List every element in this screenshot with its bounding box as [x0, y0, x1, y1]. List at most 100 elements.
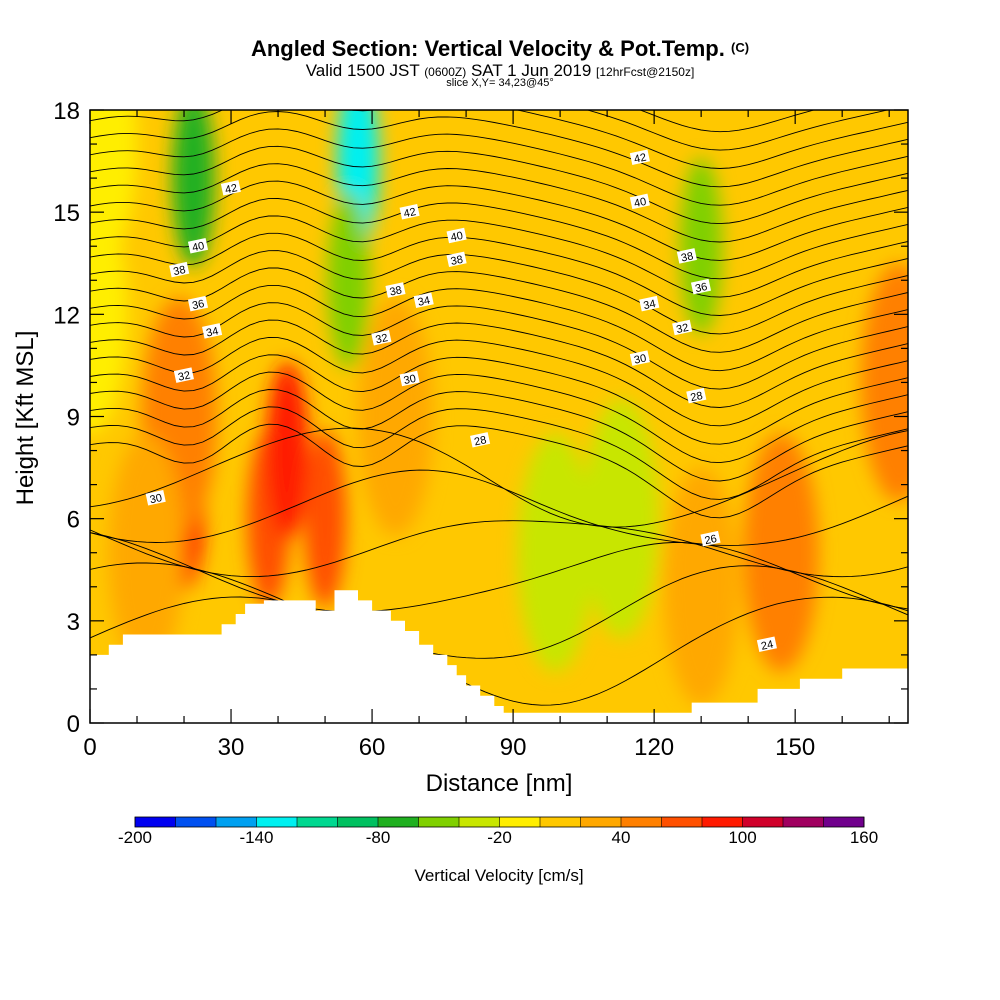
- contour-label-bg: [690, 278, 712, 295]
- valid-utc: (0600Z): [424, 65, 467, 79]
- contour-label-12: 32: [371, 329, 392, 346]
- x-tick-label: 60: [359, 734, 386, 761]
- contour-label-bg: [629, 350, 650, 366]
- low-contour-line-2: [90, 532, 908, 613]
- low-contour-line-3: [90, 520, 908, 578]
- contour-label-4: 34: [202, 323, 223, 340]
- contour-label-3: 36: [187, 295, 209, 312]
- velocity-cell-8: [357, 297, 434, 536]
- low-contour-line-0: [90, 596, 908, 706]
- colorbar-tick-label: -20: [487, 828, 512, 847]
- contour-label-17: 38: [676, 248, 697, 265]
- colorbar-tick-label: -80: [366, 828, 391, 847]
- chart-subtitle: Valid 1500 JST (0600Z) SAT 1 Jun 2019 [1…: [0, 61, 1000, 81]
- colorbar: -200 -140 -80 -20 40 100 160: [118, 816, 878, 847]
- contour-label-18: 36: [690, 278, 712, 295]
- contour-label-2: 38: [169, 261, 190, 278]
- low-contour-line-4: [90, 469, 908, 546]
- contour-label-bg: [385, 282, 406, 298]
- y-tick-label: 15: [53, 200, 80, 227]
- contour-label-text: 32: [675, 322, 689, 336]
- contour-label-text: 38: [172, 264, 186, 278]
- velocity-cell-7: [303, 430, 347, 608]
- contour-label-11: 34: [413, 292, 434, 309]
- contour-label-bg: [371, 329, 392, 346]
- x-tick-label: 30: [218, 734, 245, 761]
- contour-label-text: 38: [450, 254, 464, 268]
- contour-label-0: 42: [220, 180, 241, 196]
- contour-label-text: 32: [177, 369, 191, 383]
- contour-label-text: 34: [417, 295, 431, 309]
- contour-label-9: 38: [446, 251, 467, 268]
- contour-label-text: 36: [191, 298, 205, 312]
- velocity-cell-1: [90, 110, 138, 264]
- contour-label-text: 32: [374, 332, 388, 346]
- contour-line-17: [90, 128, 908, 206]
- contour-label-text: 36: [694, 281, 708, 295]
- colorbar-swatch-8: [459, 817, 500, 827]
- contour-label-bg: [629, 149, 650, 165]
- valid-date: SAT 1 Jun 2019: [470, 61, 592, 80]
- contour-label-text: 30: [149, 492, 163, 506]
- plot-area: 4240383634323042403838343230284240383634…: [90, 110, 908, 723]
- y-tick-label: 18: [53, 98, 80, 125]
- colorbar-swatch-9: [499, 817, 541, 827]
- contour-label-bg: [220, 180, 241, 196]
- contour-label-text: 38: [680, 250, 694, 264]
- contour-label-14: 28: [470, 432, 491, 448]
- contour-label-bg: [173, 367, 194, 383]
- colorbar-swatch-13: [661, 817, 703, 827]
- contour-line-4: [90, 354, 908, 445]
- contour-label-text: 28: [473, 434, 487, 448]
- x-tick-label: 150: [775, 734, 815, 761]
- contour-line-15: [90, 163, 908, 243]
- contour-label-13: 30: [399, 370, 420, 387]
- contour-line-13: [90, 198, 908, 280]
- contour-label-text: 40: [450, 230, 464, 244]
- colorbar-tick-label: 160: [850, 828, 878, 847]
- contour-line-10: [90, 250, 908, 335]
- contour-label-bg: [672, 319, 693, 336]
- velocity-cell-15: [663, 467, 739, 706]
- contour-labels: 4240383634323042403838343230284240383634…: [145, 149, 777, 653]
- contour-label-16: 40: [629, 193, 650, 210]
- colorbar-swatch-4: [297, 817, 338, 827]
- contour-label-bg: [187, 237, 209, 254]
- contour-label-bg: [187, 295, 209, 312]
- contour-label-10: 38: [385, 282, 406, 299]
- contour-label-bg: [676, 248, 697, 264]
- title-suffix: (C): [731, 40, 750, 55]
- contour-label-bg: [700, 530, 721, 547]
- colorbar-swatch-10: [540, 817, 581, 827]
- contour-label-text: 26: [704, 533, 718, 547]
- valid-time: Valid 1500 JST: [305, 61, 420, 80]
- slice-info: slice X,Y= 34,23@45°: [446, 77, 554, 89]
- contour-label-bg: [413, 292, 434, 308]
- contour-label-bg: [399, 370, 420, 387]
- contour-line-18: [90, 111, 908, 188]
- contour-line-11: [90, 232, 908, 316]
- contour-line-19: [90, 110, 908, 169]
- contour-label-bg: [446, 227, 467, 244]
- title-main: Angled Section: Vertical Velocity & Pot.…: [250, 36, 725, 61]
- x-axis-title: Distance [nm]: [426, 770, 573, 797]
- velocity-cell-11: [327, 191, 370, 369]
- contour-label-bg: [639, 295, 660, 312]
- contour-label-bg: [145, 489, 166, 506]
- contour-label-8: 40: [446, 227, 467, 244]
- contour-line-12: [90, 215, 908, 298]
- colorbar-swatch-5: [337, 817, 379, 827]
- velocity-cell-4: [108, 433, 185, 672]
- contour-label-1: 40: [187, 237, 209, 254]
- contour-label-text: 42: [224, 182, 238, 196]
- contour-label-bg: [399, 203, 420, 220]
- contour-label-bg: [169, 261, 190, 278]
- velocity-cell-9: [172, 110, 215, 267]
- velocity-cell-13: [583, 399, 659, 638]
- contour-label-text: 34: [642, 298, 656, 312]
- colorbar-swatch-12: [621, 817, 662, 827]
- velocity-cell-6: [266, 362, 309, 540]
- title-block: Angled Section: Vertical Velocity & Pot.…: [0, 0, 1000, 100]
- colorbar-swatch-14: [702, 817, 743, 827]
